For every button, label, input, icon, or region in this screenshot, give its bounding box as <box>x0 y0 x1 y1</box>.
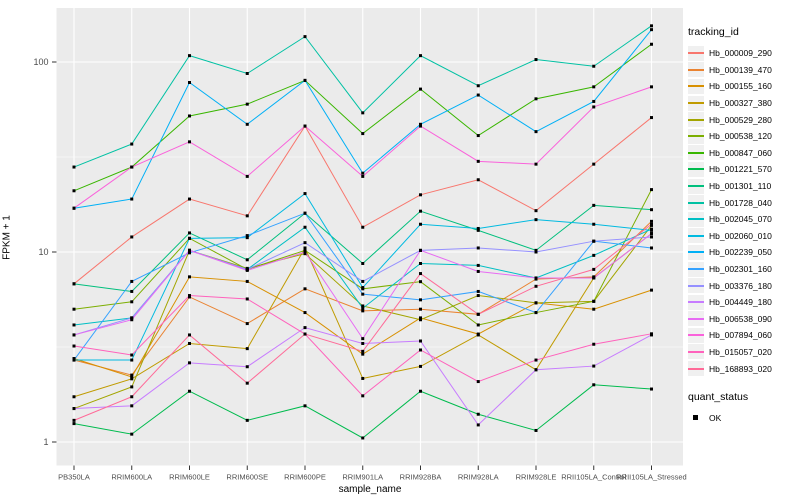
legend-entry-Hb_002045_070: Hb_002045_070 <box>688 211 800 228</box>
legend-entry-label: Hb_002239_050 <box>709 247 772 258</box>
gridlines <box>56 8 683 466</box>
data-points <box>72 24 653 440</box>
legend-key-line-icon <box>688 211 704 227</box>
legend-quant-list: OK <box>688 410 800 427</box>
legend-entry-label: Hb_002045_070 <box>709 214 772 225</box>
legend-entry-label: Hb_001728_040 <box>709 197 772 208</box>
legend-entry-Hb_000009_290: Hb_000009_290 <box>688 45 800 62</box>
legend-entry-Hb_001728_040: Hb_001728_040 <box>688 194 800 211</box>
legend-entry-Hb_002239_050: Hb_002239_050 <box>688 244 800 261</box>
legend-entry-label: Hb_001301_110 <box>709 181 772 192</box>
legend-entry-label: Hb_000155_160 <box>709 81 772 92</box>
legend-key-line-icon <box>688 178 704 194</box>
legend-entry-label: Hb_002301_160 <box>709 264 772 275</box>
svg-text:RRIM928LE: RRIM928LE <box>516 473 557 482</box>
legend-key-line-icon <box>688 327 704 343</box>
legend-entry-label: OK <box>709 413 722 424</box>
svg-text:1: 1 <box>43 437 48 447</box>
legend-key-line-icon <box>688 261 704 277</box>
legend-entry-label: Hb_001221_570 <box>709 164 772 175</box>
legend-entry-Hb_002301_160: Hb_002301_160 <box>688 261 800 278</box>
legend-entry-label: Hb_002060_010 <box>709 230 772 241</box>
legend-entry-Hb_168893_020: Hb_168893_020 <box>688 360 800 377</box>
legend-key-line-icon <box>688 62 704 78</box>
legend-entry-Hb_001221_570: Hb_001221_570 <box>688 161 800 178</box>
legend-key-line-icon <box>688 145 704 161</box>
legend-key-line-icon <box>688 95 704 111</box>
legend-entry-Hb_001301_110: Hb_001301_110 <box>688 178 800 195</box>
legend-key-line-icon <box>688 128 704 144</box>
legend-entry-label: Hb_000529_280 <box>709 114 772 125</box>
legend-entry-label: Hb_004449_180 <box>709 297 772 308</box>
svg-text:RRII105LA_Stressed: RRII105LA_Stressed <box>616 473 686 482</box>
svg-text:10: 10 <box>38 247 48 257</box>
legend-key-line-icon <box>688 278 704 294</box>
svg-text:RRIM600PE: RRIM600PE <box>284 473 326 482</box>
y-axis-title: FPKM + 1 <box>1 215 13 260</box>
svg-text:RRIM600LE: RRIM600LE <box>169 473 210 482</box>
legend-key-line-icon <box>688 112 704 128</box>
legend-title-quant-status: quant_status <box>688 390 749 403</box>
legend-entry-label: Hb_168893_020 <box>709 363 772 374</box>
legend-entry-label: Hb_000009_290 <box>709 48 772 59</box>
legend-key-line-icon <box>688 244 704 260</box>
y-axis-ticks: 1 10 100 <box>33 57 57 447</box>
legend-key-line-icon <box>688 294 704 310</box>
legend-quant-status: quant_status OK <box>688 391 800 427</box>
legend-key-square-icon <box>688 411 704 426</box>
legend-entry-Hb_000529_280: Hb_000529_280 <box>688 111 800 128</box>
legend-key-line-icon <box>688 78 704 94</box>
legend-entry-label: Hb_007894_060 <box>709 330 772 341</box>
svg-text:RRIM901LA: RRIM901LA <box>342 473 383 482</box>
svg-text:RRIM928BA: RRIM928BA <box>400 473 442 482</box>
legend-key-line-icon <box>688 195 704 211</box>
svg-text:100: 100 <box>33 57 48 67</box>
svg-text:RRIM600LA: RRIM600LA <box>111 473 152 482</box>
legend-entry-Hb_007894_060: Hb_007894_060 <box>688 327 800 344</box>
legend-entry-Hb_000139_470: Hb_000139_470 <box>688 62 800 79</box>
legend-entry-Hb_003376_180: Hb_003376_180 <box>688 277 800 294</box>
svg-text:RRII105LA_Control: RRII105LA_Control <box>561 473 626 482</box>
legend-entry-Hb_000538_120: Hb_000538_120 <box>688 128 800 145</box>
legend-entry-label: Hb_000139_470 <box>709 64 772 75</box>
legend-key-line-icon <box>688 311 704 327</box>
svg-text:RRIM600SE: RRIM600SE <box>226 473 268 482</box>
legend-entry-Hb_000847_060: Hb_000847_060 <box>688 145 800 162</box>
legend-entry-Hb_002060_010: Hb_002060_010 <box>688 228 800 245</box>
legend-key-line-icon <box>688 344 704 360</box>
legend-key-line-icon <box>688 228 704 244</box>
legend-entry-Hb_006538_090: Hb_006538_090 <box>688 311 800 328</box>
legend-entry-Hb_004449_180: Hb_004449_180 <box>688 294 800 311</box>
legend-entry-label: Hb_003376_180 <box>709 280 772 291</box>
legend-entry-Hb_000327_380: Hb_000327_380 <box>688 95 800 112</box>
legend-entry-label: Hb_000847_060 <box>709 147 772 158</box>
x-axis-ticks: PB350LA RRIM600LA RRIM600LE RRIM600SE RRIM60… <box>58 465 687 482</box>
legend-key-line-icon <box>688 161 704 177</box>
legend-entry-Hb_000155_160: Hb_000155_160 <box>688 78 800 95</box>
legend-entry-label: Hb_000538_120 <box>709 131 772 142</box>
legend-entry-label: Hb_000327_380 <box>709 98 772 109</box>
legend-key-line-icon <box>688 361 704 377</box>
legend-entry-Hb_015057_020: Hb_015057_020 <box>688 344 800 361</box>
legend-entry-label: Hb_006538_090 <box>709 313 772 324</box>
legend-series-list: Hb_000009_290 Hb_000139_470 Hb_000155_160 H… <box>688 45 800 377</box>
svg-text:PB350LA: PB350LA <box>58 473 90 482</box>
legend-entry-quant-OK: OK <box>688 410 800 427</box>
legend-title-tracking-id: tracking_id <box>688 26 739 38</box>
panel-background <box>56 8 683 466</box>
legend: tracking_id Hb_000009_290 Hb_000139_470 Hb… <box>688 26 800 426</box>
legend-entry-label: Hb_015057_020 <box>709 346 772 357</box>
legend-key-line-icon <box>688 45 704 61</box>
x-axis-title: sample_name <box>338 484 402 495</box>
svg-text:RRIM928LA: RRIM928LA <box>458 473 499 482</box>
